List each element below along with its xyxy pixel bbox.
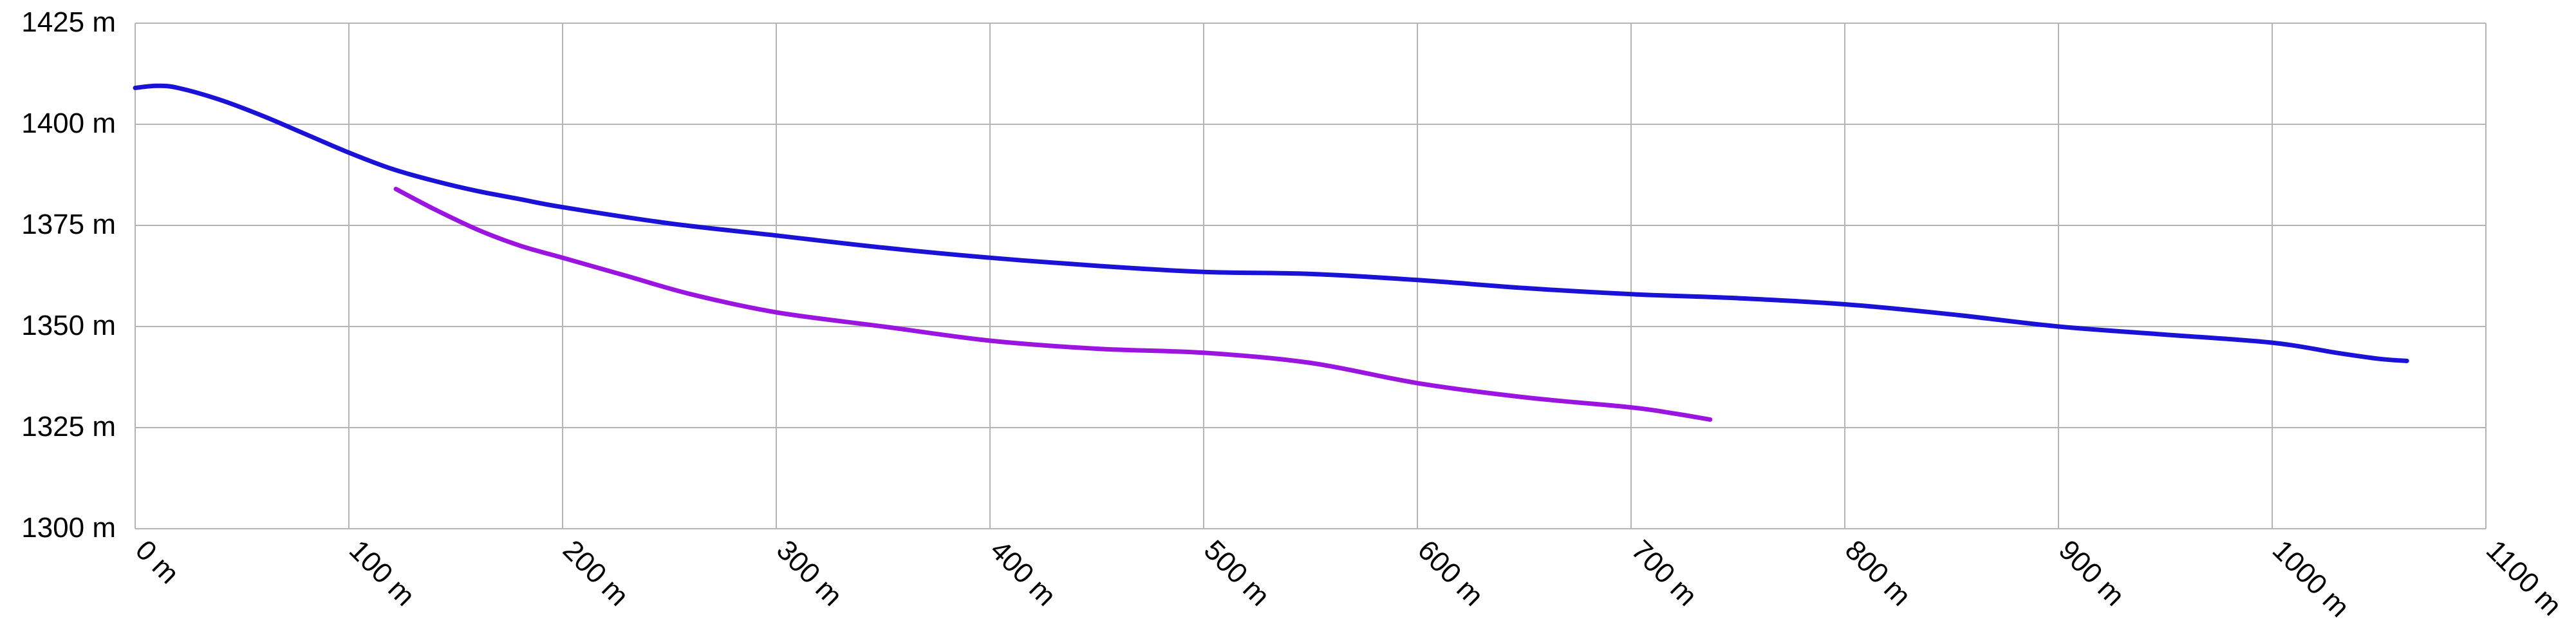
x-tick-label: 400 m <box>984 534 1062 612</box>
y-tick-label: 1375 m <box>21 209 116 240</box>
x-tick-label: 1100 m <box>2480 534 2568 621</box>
tick-labels: 0 m 100 m 200 m 300 m 400 m 500 m 600 m 700 m 80… <box>21 6 2568 623</box>
y-tick-label: 1425 m <box>21 6 116 38</box>
y-tick-label: 1350 m <box>21 310 116 341</box>
y-tick-label: 1300 m <box>21 512 116 544</box>
x-tick-label: 0 m <box>129 534 185 590</box>
series-line-2 <box>393 187 1713 422</box>
x-tick-label: 900 m <box>2053 534 2131 612</box>
x-tick-label: 500 m <box>1198 534 1276 612</box>
grid <box>135 23 2487 529</box>
x-tick-label: 700 m <box>1625 534 1703 612</box>
x-tick-label: 100 m <box>343 534 421 612</box>
x-tick-label: 200 m <box>557 534 635 612</box>
y-tick-label: 1325 m <box>21 411 116 442</box>
series-line-1 <box>133 83 2409 363</box>
x-tick-label: 1000 m <box>2266 534 2355 623</box>
x-tick-label: 300 m <box>770 534 848 612</box>
series-group <box>133 83 2409 422</box>
x-tick-label: 600 m <box>1412 534 1489 612</box>
x-tick-label: 800 m <box>1839 534 1917 612</box>
y-tick-label: 1400 m <box>21 108 116 139</box>
